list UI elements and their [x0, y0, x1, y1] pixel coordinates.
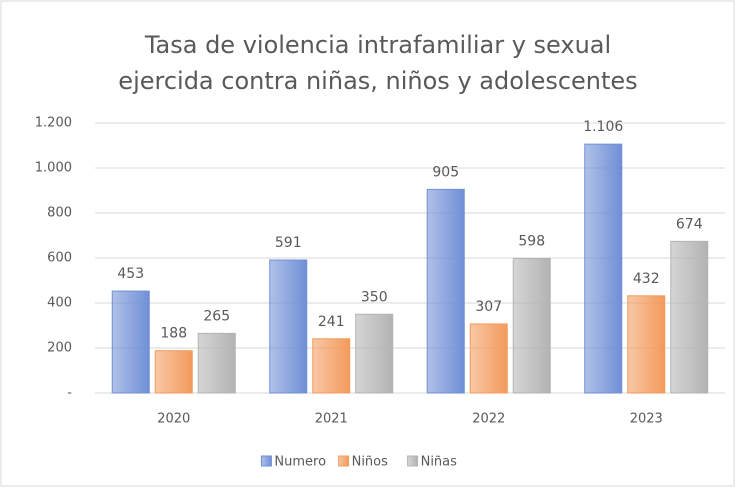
chart-title: ejercida contra niñas, niños y adolescen…: [118, 67, 637, 95]
bar: [197, 332, 236, 394]
legend-label: Numero: [274, 455, 326, 470]
chart-title: Tasa de violencia intrafamiliar y sexual: [144, 31, 611, 59]
y-tick-label: 1.000: [35, 161, 72, 176]
data-label: 674: [676, 216, 703, 232]
x-tick-label: 2020: [157, 412, 190, 427]
legend-label: Niños: [352, 455, 389, 470]
data-label: 241: [318, 314, 345, 330]
x-tick-label: 2023: [630, 412, 663, 427]
bar: [426, 188, 465, 394]
legend-label: Niñas: [421, 455, 458, 470]
data-label: 453: [117, 266, 144, 282]
legend-swatch: [338, 455, 350, 467]
y-tick-label: 1.200: [35, 116, 72, 131]
data-label: 350: [361, 289, 388, 305]
bar: [670, 240, 709, 394]
bar: [269, 259, 308, 394]
y-tick-label: 800: [47, 206, 72, 221]
data-label: 905: [432, 164, 459, 180]
y-tick-label: 200: [47, 341, 72, 356]
bar: [584, 143, 623, 394]
bar: [512, 257, 551, 394]
data-label: 265: [203, 308, 230, 324]
data-label: 1.106: [583, 119, 623, 135]
x-tick-label: 2022: [472, 412, 505, 427]
data-label: 591: [275, 235, 302, 251]
bar: [312, 338, 351, 394]
y-tick-label: -: [67, 386, 72, 401]
data-label: 307: [475, 299, 502, 315]
legend-swatch: [407, 455, 419, 467]
data-label: 188: [160, 326, 187, 342]
data-label: 598: [518, 233, 545, 249]
legend-swatch: [260, 455, 272, 467]
bar: [469, 323, 508, 394]
y-tick-label: 600: [47, 251, 72, 266]
bar: [355, 313, 394, 394]
bar: [111, 290, 150, 394]
bar: [154, 350, 193, 394]
data-label: 432: [633, 271, 660, 287]
y-tick-label: 400: [47, 296, 72, 311]
bar: [627, 295, 666, 394]
x-tick-label: 2021: [315, 412, 348, 427]
